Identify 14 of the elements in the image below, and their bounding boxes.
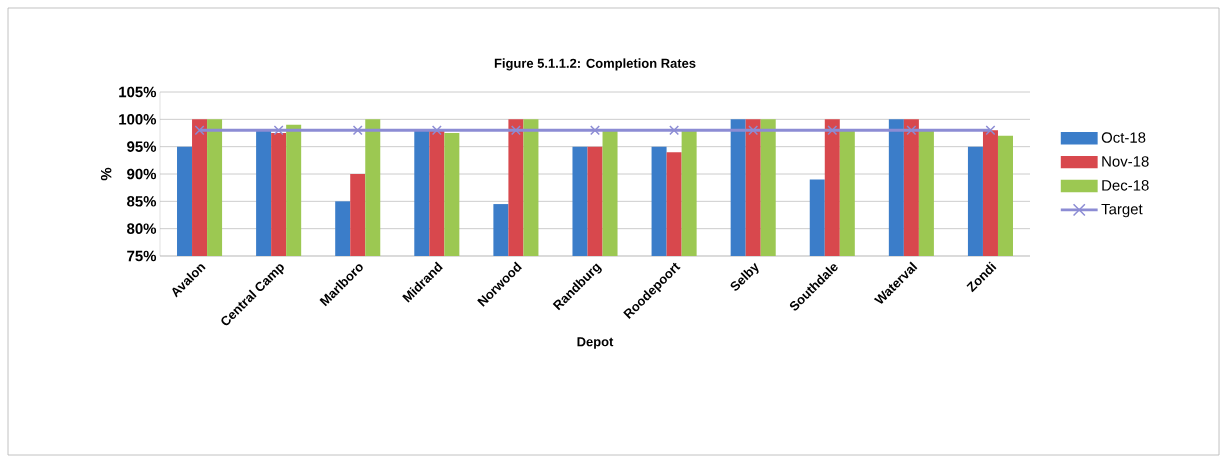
y-tick-label: 85% bbox=[127, 196, 157, 207]
y-axis-title: % bbox=[100, 167, 112, 181]
y-tick-label: 100% bbox=[119, 114, 157, 125]
legend-label: Oct-18 bbox=[1101, 132, 1146, 143]
chart-title: Figure 5.1.1.2: Completion Rates bbox=[494, 58, 696, 71]
y-tick-label: 90% bbox=[127, 168, 157, 180]
legend-label: Dec-18 bbox=[1102, 180, 1149, 191]
x-axis-title: Depot bbox=[577, 337, 614, 349]
legend-label: Nov-18 bbox=[1102, 156, 1149, 167]
y-tick-label: 105% bbox=[119, 86, 157, 98]
y-tick-label: 95% bbox=[127, 141, 157, 152]
y-tick-label: 80% bbox=[127, 223, 157, 234]
legend-label: Target bbox=[1101, 203, 1143, 218]
y-tick-label: 75% bbox=[127, 250, 157, 262]
